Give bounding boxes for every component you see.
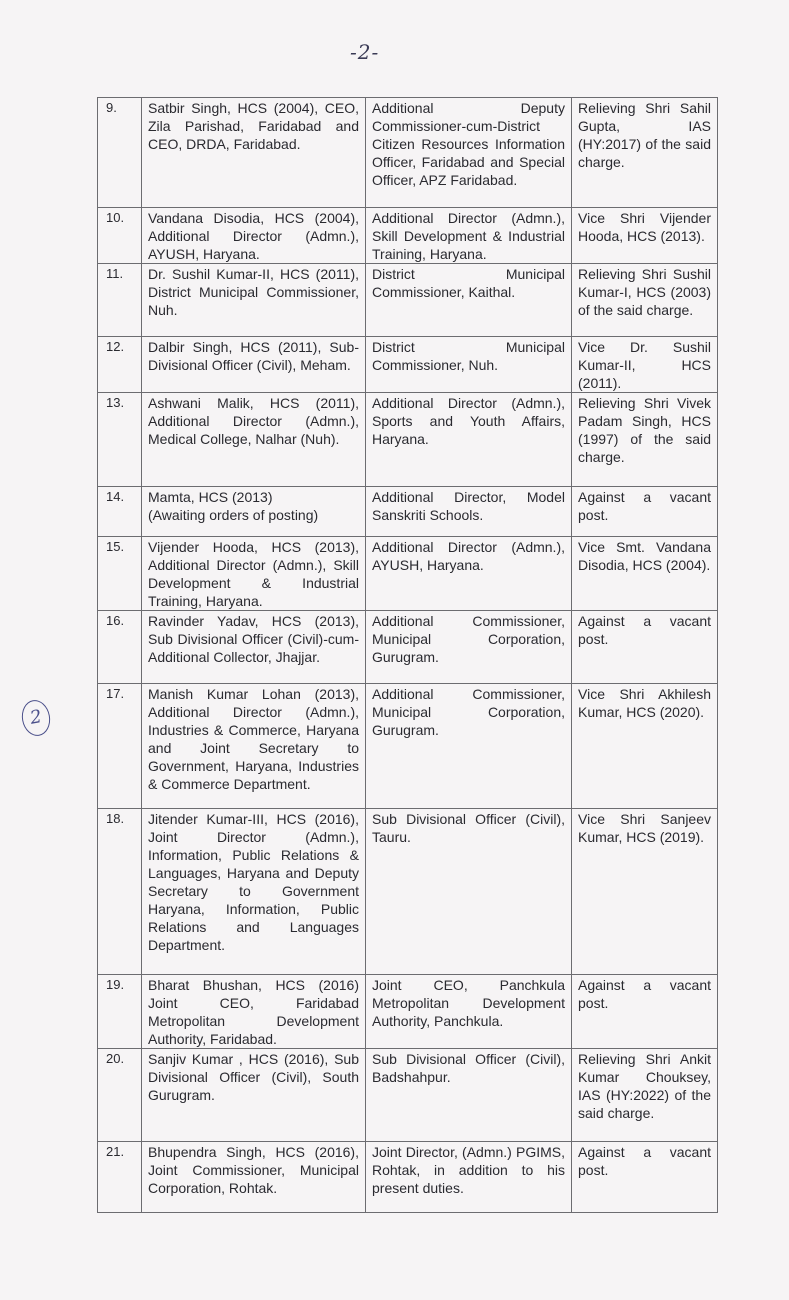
serial-number-cell: 9. — [97, 97, 142, 208]
remarks-cell: Relieving Shri Ankit Kumar Chouksey, IAS… — [571, 1048, 718, 1142]
table-row: 11. Dr. Sushil Kumar-II, HCS (2011), Dist… — [97, 263, 718, 337]
table-row: 18. Jitender Kumar-III, HCS (2016), Joint… — [97, 808, 718, 975]
table-row: 14. Mamta, HCS (2013) (Awaiting orders of… — [97, 486, 718, 537]
serial-number-cell: 18. — [97, 808, 142, 975]
posting-cell: Sub Divisional Officer (Civil), Tauru. — [365, 808, 572, 975]
remarks-cell: Relieving Shri Sushil Kumar-I, HCS (2003… — [571, 263, 718, 337]
serial-number-cell: 12. — [97, 336, 142, 393]
posting-cell: Additional Director (Admn.), Skill Devel… — [365, 207, 572, 264]
posting-cell: District Municipal Commissioner, Kaithal… — [365, 263, 572, 337]
table-row: 19. Bharat Bhushan, HCS (2016) Joint CEO,… — [97, 974, 718, 1049]
posting-cell: Additional Director, Model Sanskriti Sch… — [365, 486, 572, 537]
officer-cell: Dr. Sushil Kumar-II, HCS (2011), Distric… — [141, 263, 366, 337]
table-row: 13. Ashwani Malik, HCS (2011), Additional… — [97, 392, 718, 487]
officer-cell: Ravinder Yadav, HCS (2013), Sub Division… — [141, 610, 366, 684]
officer-cell: Sanjiv Kumar , HCS (2016), Sub Divisiona… — [141, 1048, 366, 1142]
page-number: -2- — [350, 40, 380, 64]
serial-number-cell: 13. — [97, 392, 142, 487]
serial-number-cell: 14. — [97, 486, 142, 537]
remarks-cell: Vice Shri Vijender Hooda, HCS (2013). — [571, 207, 718, 264]
officer-cell: Ashwani Malik, HCS (2011), Additional Di… — [141, 392, 366, 487]
remarks-cell: Vice Smt. Vandana Disodia, HCS (2004). — [571, 536, 718, 611]
posting-cell: District Municipal Commissioner, Nuh. — [365, 336, 572, 393]
remarks-cell: Against a vacant post. — [571, 974, 718, 1049]
table-row: 15. Vijender Hooda, HCS (2013), Additiona… — [97, 536, 718, 611]
serial-number-cell: 16. — [97, 610, 142, 684]
officer-cell: Dalbir Singh, HCS (2011), Sub-Divisional… — [141, 336, 366, 393]
table-row: 20. Sanjiv Kumar , HCS (2016), Sub Divisi… — [97, 1048, 718, 1142]
posting-cell: Joint CEO, Panchkula Metropolitan Develo… — [365, 974, 572, 1049]
handwritten-margin-annotation: 2 — [19, 697, 53, 739]
officer-cell: Vandana Disodia, HCS (2004), Additional … — [141, 207, 366, 264]
posting-cell: Sub Divisional Officer (Civil), Badshahp… — [365, 1048, 572, 1142]
officer-cell: Jitender Kumar-III, HCS (2016), Joint Di… — [141, 808, 366, 975]
posting-cell: Joint Director, (Admn.) PGIMS, Rohtak, i… — [365, 1141, 572, 1213]
posting-cell: Additional Commissioner, Municipal Corpo… — [365, 683, 572, 809]
posting-cell: Additional Director (Admn.), AYUSH, Hary… — [365, 536, 572, 611]
serial-number-cell: 15. — [97, 536, 142, 611]
remarks-cell: Vice Dr. Sushil Kumar-II, HCS (2011). — [571, 336, 718, 393]
remarks-cell: Vice Shri Akhilesh Kumar, HCS (2020). — [571, 683, 718, 809]
serial-number-cell: 19. — [97, 974, 142, 1049]
serial-number-cell: 21. — [97, 1141, 142, 1213]
serial-number-cell: 11. — [97, 263, 142, 337]
remarks-cell: Relieving Shri Vivek Padam Singh, HCS (1… — [571, 392, 718, 487]
table-row: 17. Manish Kumar Lohan (2013), Additional… — [97, 683, 718, 809]
officer-cell: Bhupendra Singh, HCS (2016), Joint Commi… — [141, 1141, 366, 1213]
officer-cell: Satbir Singh, HCS (2004), CEO, Zila Pari… — [141, 97, 366, 208]
remarks-cell: Against a vacant post. — [571, 486, 718, 537]
officer-cell: Mamta, HCS (2013) (Awaiting orders of po… — [141, 486, 366, 537]
table-row: 10. Vandana Disodia, HCS (2004), Addition… — [97, 207, 718, 264]
postings-table: 9. Satbir Singh, HCS (2004), CEO, Zila Pa… — [97, 97, 718, 1213]
officer-cell: Manish Kumar Lohan (2013), Additional Di… — [141, 683, 366, 809]
remarks-cell: Vice Shri Sanjeev Kumar, HCS (2019). — [571, 808, 718, 975]
serial-number-cell: 10. — [97, 207, 142, 264]
officer-cell: Bharat Bhushan, HCS (2016) Joint CEO, Fa… — [141, 974, 366, 1049]
remarks-cell: Against a vacant post. — [571, 1141, 718, 1213]
table-row: 21. Bhupendra Singh, HCS (2016), Joint Co… — [97, 1141, 718, 1213]
table-row: 12. Dalbir Singh, HCS (2011), Sub-Divisio… — [97, 336, 718, 393]
table-row: 16. Ravinder Yadav, HCS (2013), Sub Divis… — [97, 610, 718, 684]
remarks-cell: Relieving Shri Sahil Gupta, IAS (HY:2017… — [571, 97, 718, 208]
officer-cell: Vijender Hooda, HCS (2013), Additional D… — [141, 536, 366, 611]
posting-cell: Additional Director (Admn.), Sports and … — [365, 392, 572, 487]
serial-number-cell: 20. — [97, 1048, 142, 1142]
table-row: 9. Satbir Singh, HCS (2004), CEO, Zila Pa… — [97, 97, 718, 208]
serial-number-cell: 17. — [97, 683, 142, 809]
posting-cell: Additional Deputy Commissioner-cum-Distr… — [365, 97, 572, 208]
posting-cell: Additional Commissioner, Municipal Corpo… — [365, 610, 572, 684]
remarks-cell: Against a vacant post. — [571, 610, 718, 684]
